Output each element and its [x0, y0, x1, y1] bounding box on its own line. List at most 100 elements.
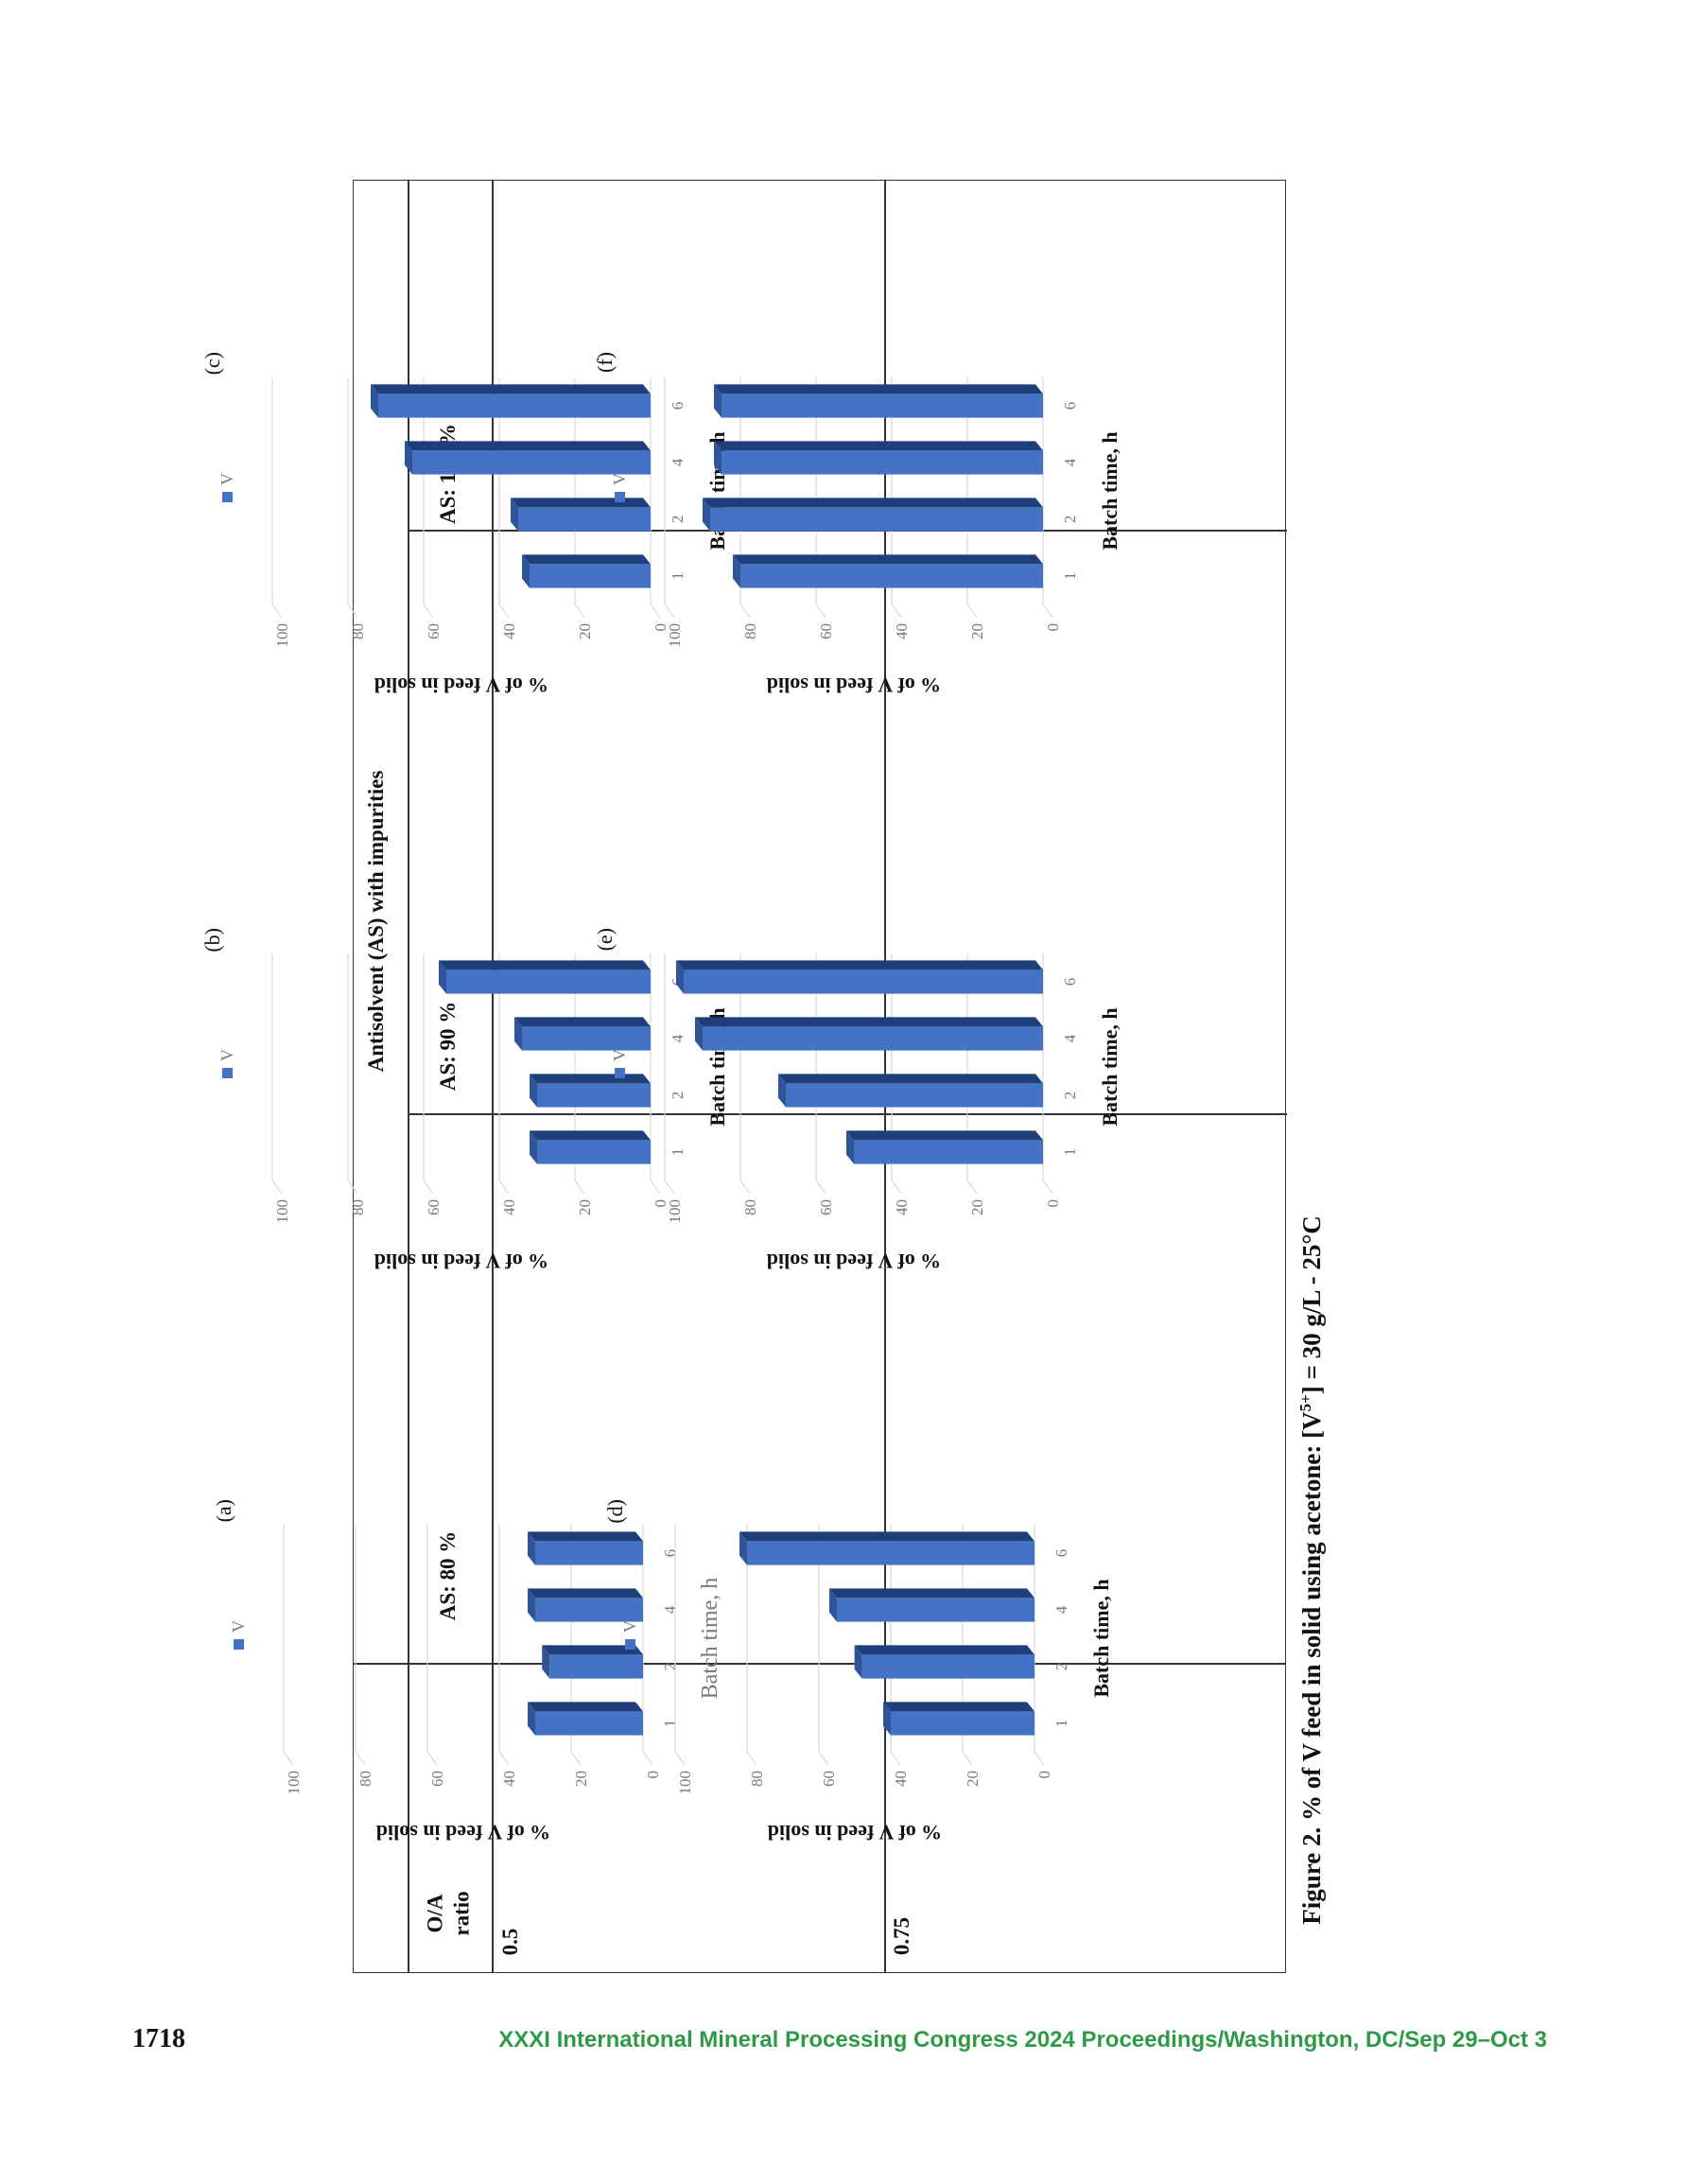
gridline-depth [739, 1179, 751, 1195]
x-tick-label: 2 [669, 1092, 687, 1100]
gridline-depth [664, 603, 675, 619]
y-tick-label: 40 [500, 623, 518, 639]
gridline-depth [423, 603, 434, 619]
gridline-depth [815, 603, 826, 619]
legend-swatch [615, 1068, 625, 1078]
gridline-depth [815, 1179, 826, 1195]
row-label-0-5: 0.5 [498, 1928, 522, 1956]
gridline-depth [891, 1179, 902, 1195]
bar-top [405, 441, 412, 475]
gridline-depth [498, 603, 510, 619]
x-tick-label: 1 [661, 1720, 679, 1728]
y-tick-label: 60 [425, 1199, 443, 1215]
x-tick-label: 1 [1052, 1720, 1070, 1728]
y-tick-label: 0 [1035, 1771, 1053, 1779]
x-tick-label: 4 [1061, 458, 1079, 466]
bar-side [829, 1588, 1035, 1599]
x-tick-label: 4 [1052, 1605, 1070, 1614]
y-tick-label: 20 [572, 1771, 590, 1787]
bar [786, 1083, 1043, 1108]
bar-side [542, 1645, 643, 1655]
y-tick-label: 100 [666, 1199, 684, 1224]
y-tick-label: 80 [748, 1771, 766, 1787]
x-axis-title: Batch time, h [1098, 431, 1122, 550]
x-tick-label: 2 [1061, 1092, 1079, 1100]
bar [549, 1654, 644, 1679]
gridline-depth [890, 1751, 901, 1766]
bar-side [522, 554, 651, 565]
bar-top [530, 1130, 537, 1164]
bar-side [714, 441, 1043, 451]
bar [722, 450, 1043, 475]
bar-side [695, 1017, 1043, 1027]
bar [891, 1711, 1035, 1736]
panel-label: (f) [593, 352, 617, 373]
gridline-depth [347, 603, 358, 619]
y-tick-label: 100 [285, 1771, 303, 1795]
legend-swatch [615, 492, 625, 502]
caption-prefix: Figure 2. % of V feed in solid using ace… [1297, 1411, 1326, 1925]
x-tick-label: 6 [1061, 978, 1079, 987]
bar-top [511, 498, 518, 532]
y-tick-label: 40 [893, 1199, 911, 1215]
proceedings-title: XXXI International Mineral Processing Co… [498, 2027, 1547, 2053]
bar-top [542, 1645, 550, 1679]
legend-swatch [222, 492, 233, 502]
legend-label: V [217, 1049, 236, 1061]
y-tick-label: 60 [428, 1771, 446, 1787]
bar-side [439, 960, 651, 970]
gridline-depth [423, 1179, 434, 1195]
bar-top [703, 498, 710, 532]
y-tick-label: 0 [652, 1199, 670, 1208]
legend-swatch [222, 1068, 233, 1078]
bar-top [846, 1130, 854, 1164]
x-tick-label: 6 [669, 402, 687, 411]
y-tick-label: 20 [576, 623, 594, 639]
bar-side [733, 554, 1043, 565]
y-axis-title: % of V feed in solid [374, 673, 548, 697]
x-tick-label: 1 [669, 572, 687, 581]
bar [535, 1598, 643, 1622]
gridline-depth [642, 1751, 653, 1766]
bar-side [846, 1130, 1043, 1141]
y-tick-label: 0 [1044, 1199, 1062, 1208]
y-tick-label: 0 [1044, 623, 1062, 632]
bar [446, 970, 651, 994]
bar [518, 507, 651, 532]
x-tick-label: 4 [1061, 1034, 1079, 1042]
panel-label: (b) [200, 928, 224, 952]
bar [537, 1083, 651, 1108]
row-label-0-75: 0.75 [890, 1916, 913, 1956]
legend-label: V [229, 1620, 248, 1633]
bar-top [883, 1702, 891, 1736]
y-tick-label: 60 [425, 623, 443, 639]
x-tick-label: 1 [669, 1148, 687, 1157]
gridline-depth [283, 1751, 294, 1766]
bar-top [778, 1074, 786, 1108]
bar-side [371, 384, 651, 394]
bar [530, 564, 651, 588]
y-tick-label: 100 [273, 623, 291, 648]
gridline-depth [966, 1179, 978, 1195]
bar-side [883, 1702, 1035, 1712]
gridline-depth [1034, 1751, 1045, 1766]
bar [378, 393, 651, 418]
bar [861, 1654, 1035, 1679]
y-tick-label: 60 [817, 623, 835, 639]
y-axis-title: % of V feed in solid [767, 673, 941, 697]
bar-side [739, 1531, 1035, 1542]
gridline-depth [355, 1751, 366, 1766]
bar-top [854, 1645, 862, 1679]
gridline-depth [498, 1751, 510, 1766]
y-tick-label: 20 [576, 1199, 594, 1215]
y-tick-label: 80 [349, 1199, 367, 1215]
gridline-depth [664, 1179, 675, 1195]
bar-top [714, 441, 722, 475]
table-divider [408, 181, 409, 1972]
bar [854, 1140, 1043, 1164]
bar-side [854, 1645, 1035, 1655]
